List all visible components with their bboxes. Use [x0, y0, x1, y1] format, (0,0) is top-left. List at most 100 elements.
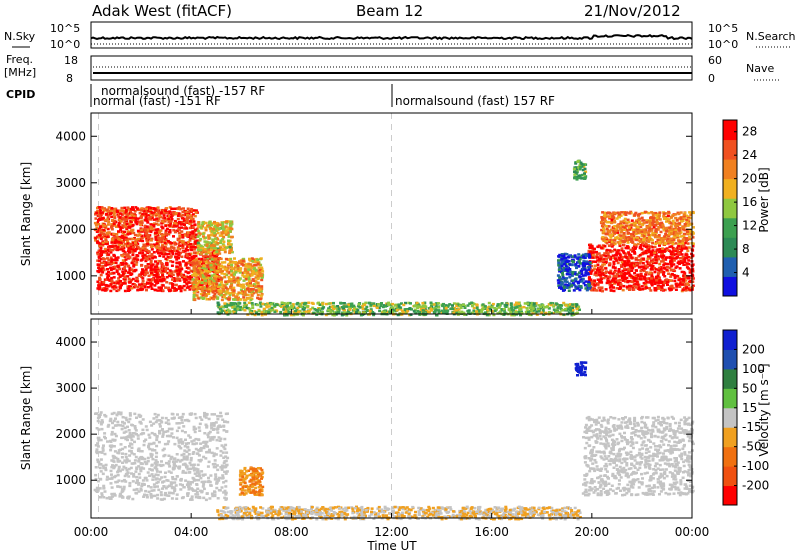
heatmap-cell	[222, 230, 225, 233]
heatmap-cell	[212, 297, 216, 301]
heatmap-cell	[604, 258, 608, 261]
heatmap-cell	[96, 221, 100, 224]
heatmap-cell	[216, 238, 220, 241]
heatmap-cell	[619, 222, 623, 226]
heatmap-cell	[219, 293, 223, 297]
heatmap-cell	[105, 235, 109, 239]
heatmap-cell	[106, 227, 110, 231]
heatmap-cell	[620, 261, 624, 264]
heatmap-cell	[632, 284, 636, 288]
heatmap-cell	[251, 258, 255, 261]
heatmap-cell	[131, 217, 135, 220]
heatmap-cell	[191, 218, 195, 221]
heatmap-cell	[224, 267, 228, 271]
heatmap-cell	[391, 308, 395, 312]
heatmap-cell	[188, 245, 192, 248]
heatmap-cell	[209, 229, 213, 233]
heatmap-cell	[100, 229, 104, 233]
heatmap-cell	[234, 261, 237, 264]
heatmap-cell	[96, 280, 100, 283]
heatmap-cell	[232, 286, 236, 290]
heatmap-cell	[213, 286, 217, 289]
heatmap-cell	[221, 265, 225, 269]
heatmap-cell	[209, 248, 213, 252]
heatmap-cell	[588, 246, 592, 250]
heatmap-cell	[155, 272, 159, 275]
heatmap-cell	[147, 214, 151, 217]
heatmap-cell	[215, 226, 219, 229]
heatmap-cell	[131, 206, 134, 209]
heatmap-cell	[208, 298, 211, 301]
heatmap-cell	[140, 285, 144, 288]
heatmap-cell	[199, 248, 203, 252]
heatmap-cell	[200, 281, 204, 284]
heatmap-cell	[175, 252, 178, 255]
heatmap-cell	[207, 286, 211, 289]
heatmap-cell	[571, 306, 575, 310]
heatmap-cell	[170, 207, 174, 210]
heatmap-cell	[674, 249, 678, 253]
heatmap-cell	[294, 309, 298, 313]
heatmap-cell	[686, 224, 690, 227]
heatmap-cell	[613, 280, 617, 283]
heatmap-cell	[596, 282, 600, 285]
heatmap-cell	[638, 261, 642, 265]
heatmap-cell	[647, 272, 651, 276]
heatmap-cell	[149, 206, 153, 210]
heatmap-cell	[602, 273, 606, 276]
heatmap-cell	[639, 274, 643, 277]
heatmap-cell	[215, 250, 219, 253]
heatmap-cell	[129, 225, 133, 228]
heatmap-cell	[178, 234, 182, 238]
heatmap-cell	[110, 281, 114, 285]
heatmap-cell	[601, 259, 605, 263]
heatmap-cell	[206, 276, 210, 279]
heatmap-cell	[113, 219, 117, 223]
heatmap-cell	[159, 232, 163, 236]
heatmap-cell	[168, 269, 172, 272]
heatmap-cell	[611, 254, 615, 257]
heatmap-cell	[188, 254, 191, 257]
heatmap-cell	[129, 273, 133, 276]
heatmap-cell	[649, 267, 653, 271]
heatmap-cell	[347, 312, 350, 315]
heatmap-cell	[195, 294, 199, 297]
heatmap-cell	[595, 250, 598, 254]
heatmap-cell	[685, 214, 689, 218]
heatmap-cell	[179, 244, 183, 248]
heatmap-cell	[416, 304, 420, 307]
heatmap-cell	[189, 235, 193, 239]
heatmap-cell	[532, 302, 536, 305]
heatmap-cell	[672, 252, 676, 256]
heatmap-cell	[413, 305, 417, 308]
heatmap-cell	[224, 286, 228, 290]
heatmap-cell	[146, 228, 150, 232]
heatmap-cell	[175, 277, 179, 281]
heatmap-cell	[126, 285, 130, 288]
station-title: Adak West (fitACF)	[92, 2, 232, 20]
heatmap-cell	[219, 239, 223, 242]
heatmap-cell	[208, 270, 212, 274]
heatmap-cell	[159, 229, 163, 232]
heatmap-cell	[641, 265, 645, 268]
heatmap-cell	[196, 235, 200, 238]
heatmap-cell	[108, 245, 112, 248]
heatmap-cell	[127, 289, 130, 292]
heatmap-cell	[207, 249, 211, 252]
heatmap-cell	[519, 313, 522, 317]
heatmap-cell	[433, 310, 437, 314]
heatmap-cell	[114, 236, 118, 239]
heatmap-cell	[485, 313, 489, 317]
heatmap-cell	[134, 217, 138, 220]
heatmap-cell	[203, 258, 207, 261]
heatmap-cell	[224, 297, 228, 300]
heatmap-cell	[256, 261, 260, 264]
heatmap-cell	[175, 229, 179, 232]
heatmap-cell	[188, 226, 192, 230]
heatmap-cell	[152, 255, 156, 258]
heatmap-cell	[161, 284, 165, 287]
heatmap-cell	[236, 284, 240, 287]
heatmap-cell	[130, 287, 134, 290]
heatmap-cell	[156, 206, 160, 209]
heatmap-cell	[245, 282, 249, 286]
